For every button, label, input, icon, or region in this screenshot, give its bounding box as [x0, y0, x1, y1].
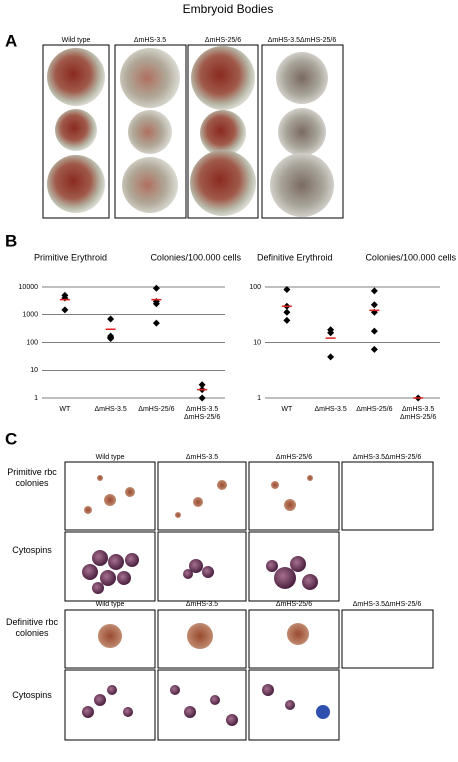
- panel-letter: C: [5, 429, 17, 448]
- y-tick-label: 100: [249, 284, 261, 291]
- data-point: [370, 301, 378, 309]
- panel-letter: A: [5, 31, 17, 50]
- colonies: [84, 475, 313, 649]
- data-point: [283, 286, 291, 294]
- column-label: Wild type: [96, 601, 125, 608]
- image-frame: [248, 609, 340, 669]
- data-point: [61, 306, 69, 314]
- column-label: Wild type: [96, 454, 125, 461]
- data-point: [152, 284, 160, 292]
- y-tick-label: 1000: [22, 312, 38, 319]
- panel-letter: B: [5, 231, 17, 250]
- column-label: ΔmHS-3.5ΔmHS-25/6: [353, 454, 422, 461]
- data-point: [327, 329, 335, 337]
- y-axis-label: Colonies/100.000 cells: [365, 252, 456, 262]
- y-tick-label: 1: [34, 395, 38, 402]
- data-point: [283, 308, 291, 316]
- embryoid-body: [270, 153, 334, 217]
- data-point: [327, 353, 335, 361]
- data-point: [370, 345, 378, 353]
- eb-images: [42, 44, 344, 219]
- data-point: [370, 327, 378, 335]
- column-label: ΔmHS-25/6: [205, 37, 241, 44]
- image-frame: [341, 609, 434, 669]
- embryoid-body: [120, 48, 180, 108]
- column-label: ΔmHS-3.5: [186, 601, 218, 608]
- x-tick-label: WT: [281, 406, 293, 413]
- x-tick-label: WT: [59, 406, 71, 413]
- image-frame: [157, 461, 247, 531]
- y-tick-label: 10: [30, 367, 38, 374]
- embryoid-body: [55, 109, 97, 151]
- row-label: Cytospins: [12, 690, 52, 700]
- data-point: [198, 394, 206, 402]
- data-point: [370, 287, 378, 295]
- column-label: ΔmHS-3.5: [186, 454, 218, 461]
- data-point: [283, 316, 291, 324]
- row-label: Definitive rbc colonies: [5, 617, 59, 638]
- column-label: ΔmHS-3.5ΔmHS-25/6: [353, 601, 422, 608]
- image-frame: [64, 669, 156, 741]
- data-point: [198, 381, 206, 389]
- image-frame: [248, 461, 340, 531]
- embryoid-body: [122, 157, 178, 213]
- column-label: Wild type: [62, 37, 91, 44]
- column-label: ΔmHS-3.5: [134, 37, 166, 44]
- data-point: [152, 300, 160, 308]
- column-label: ΔmHS-25/6: [276, 601, 312, 608]
- data-point: [107, 334, 115, 342]
- embryoid-body: [190, 150, 256, 216]
- y-tick-label: 1: [257, 395, 261, 402]
- y-tick-label: 10: [253, 339, 261, 346]
- x-tick-label: ΔmHS-25/6: [138, 406, 175, 413]
- row-label: Cytospins: [12, 545, 52, 555]
- x-tick-label: ΔmHS-25/6: [356, 406, 393, 413]
- data-point: [152, 319, 160, 327]
- embryoid-body: [47, 155, 105, 213]
- c-images: [64, 461, 434, 741]
- cells: [82, 550, 330, 726]
- y-tick-label: 100: [26, 339, 38, 346]
- y-tick-label: 10000: [19, 284, 39, 291]
- data-point: [107, 315, 115, 323]
- embryoid-body: [191, 46, 255, 110]
- embryoid-body: [276, 52, 328, 104]
- x-tick-label: ΔmHS-3.5 ΔmHS-25/6: [184, 406, 221, 421]
- x-tick-label: ΔmHS-3.5: [314, 406, 347, 413]
- chart-title: Definitive Erythroid: [257, 252, 333, 262]
- column-label: ΔmHS-3.5ΔmHS-25/6: [268, 37, 337, 44]
- x-tick-label: ΔmHS-3.5 ΔmHS-25/6: [400, 406, 437, 421]
- embryoid-body: [278, 108, 326, 156]
- panel-title: Embryoid Bodies: [183, 2, 274, 16]
- embryoid-body: [200, 110, 246, 156]
- embryoid-body: [128, 110, 172, 154]
- x-tick-label: ΔmHS-3.5: [94, 406, 127, 413]
- y-axis-label: Colonies/100.000 cells: [150, 252, 241, 262]
- image-frame: [157, 669, 247, 741]
- image-frame: [341, 461, 434, 531]
- chart-title: Primitive Erythroid: [34, 252, 107, 262]
- column-label: ΔmHS-25/6: [276, 454, 312, 461]
- row-label: Primitive rbc colonies: [7, 467, 57, 488]
- embryoid-body: [47, 48, 105, 106]
